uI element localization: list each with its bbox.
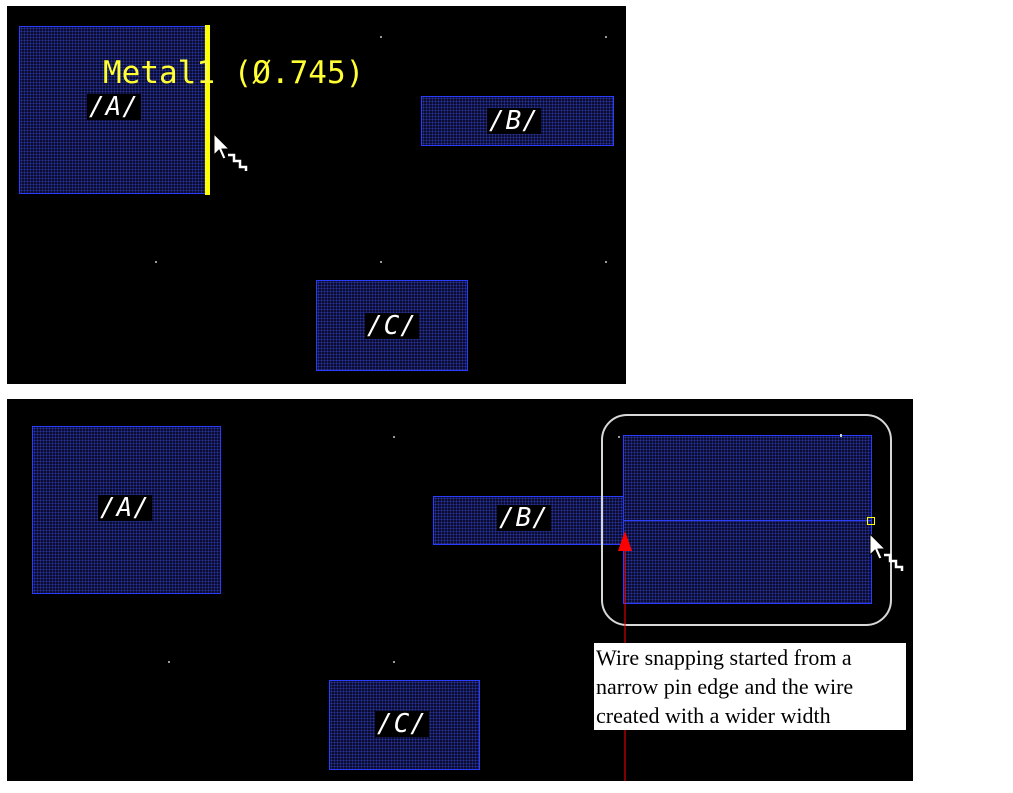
- pin-b-label: /B/: [497, 503, 551, 533]
- annotation-line: created with a wider width: [596, 703, 831, 728]
- wide-wire-shape[interactable]: [623, 435, 872, 604]
- snap-edge-highlight: [205, 25, 210, 195]
- grid-dot: [155, 261, 157, 263]
- grid-dot: [380, 261, 382, 263]
- pin-c-label: /C/: [375, 709, 429, 739]
- grid-dot: [393, 661, 395, 663]
- grid-tick: [840, 434, 842, 437]
- top-layout-canvas[interactable]: /A/ /B/ /C/ Metal1 (Ø.745): [7, 6, 626, 384]
- annotation-caption: Wire snapping started from a narrow pin …: [594, 643, 906, 730]
- grid-dot: [605, 261, 607, 263]
- pin-b-label: /B/: [487, 106, 541, 136]
- snap-point-marker: [867, 517, 875, 525]
- grid-dot: [393, 436, 395, 438]
- grid-dot: [380, 36, 382, 38]
- annotation-line: narrow pin edge and the wire: [596, 674, 854, 699]
- snap-cursor-icon: [213, 133, 248, 171]
- snap-layer-readout: Metal1 (Ø.745): [103, 55, 365, 91]
- grid-dot: [605, 36, 607, 38]
- pin-c-label: /C/: [365, 311, 419, 341]
- pin-a-label: /A/: [87, 92, 141, 122]
- highlight-frame: [601, 414, 892, 626]
- snap-cursor-icon: [869, 533, 904, 571]
- grid-dot: [168, 661, 170, 663]
- pin-a-label: /A/: [98, 493, 152, 523]
- wire-centerline: [624, 520, 871, 521]
- annotation-line: Wire snapping started from a: [596, 645, 852, 670]
